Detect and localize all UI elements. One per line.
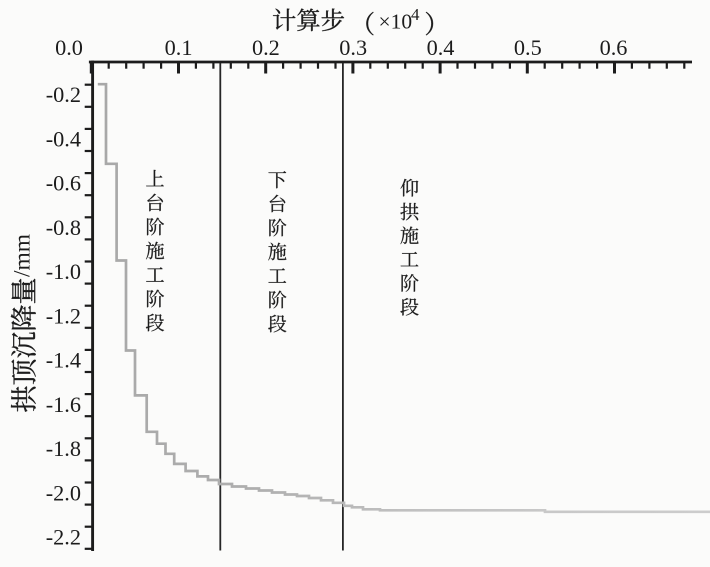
svg-text:0.2: 0.2 [252, 35, 280, 60]
svg-text:0.4: 0.4 [427, 35, 455, 60]
svg-text:-1.8: -1.8 [46, 436, 81, 461]
svg-text:0.3: 0.3 [339, 35, 367, 60]
svg-text:-1.6: -1.6 [46, 392, 81, 417]
svg-text:0.1: 0.1 [165, 35, 193, 60]
svg-text:×10: ×10 [379, 10, 413, 34]
svg-text:0.0: 0.0 [55, 35, 83, 60]
svg-text:-0.2: -0.2 [46, 82, 81, 107]
svg-text:/mm: /mm [9, 234, 35, 277]
svg-text:-1.0: -1.0 [46, 259, 81, 284]
svg-text:0.6: 0.6 [600, 35, 628, 60]
svg-text:-0.6: -0.6 [46, 171, 81, 196]
svg-text:-2.2: -2.2 [46, 525, 81, 550]
svg-text:4: 4 [411, 5, 420, 24]
svg-text:0.5: 0.5 [514, 35, 542, 60]
svg-text:-1.2: -1.2 [46, 303, 81, 328]
svg-text:-0.8: -0.8 [46, 215, 81, 240]
svg-text:-0.4: -0.4 [46, 126, 81, 151]
svg-text:-2.0: -2.0 [46, 480, 81, 505]
svg-text:-1.4: -1.4 [46, 348, 81, 373]
